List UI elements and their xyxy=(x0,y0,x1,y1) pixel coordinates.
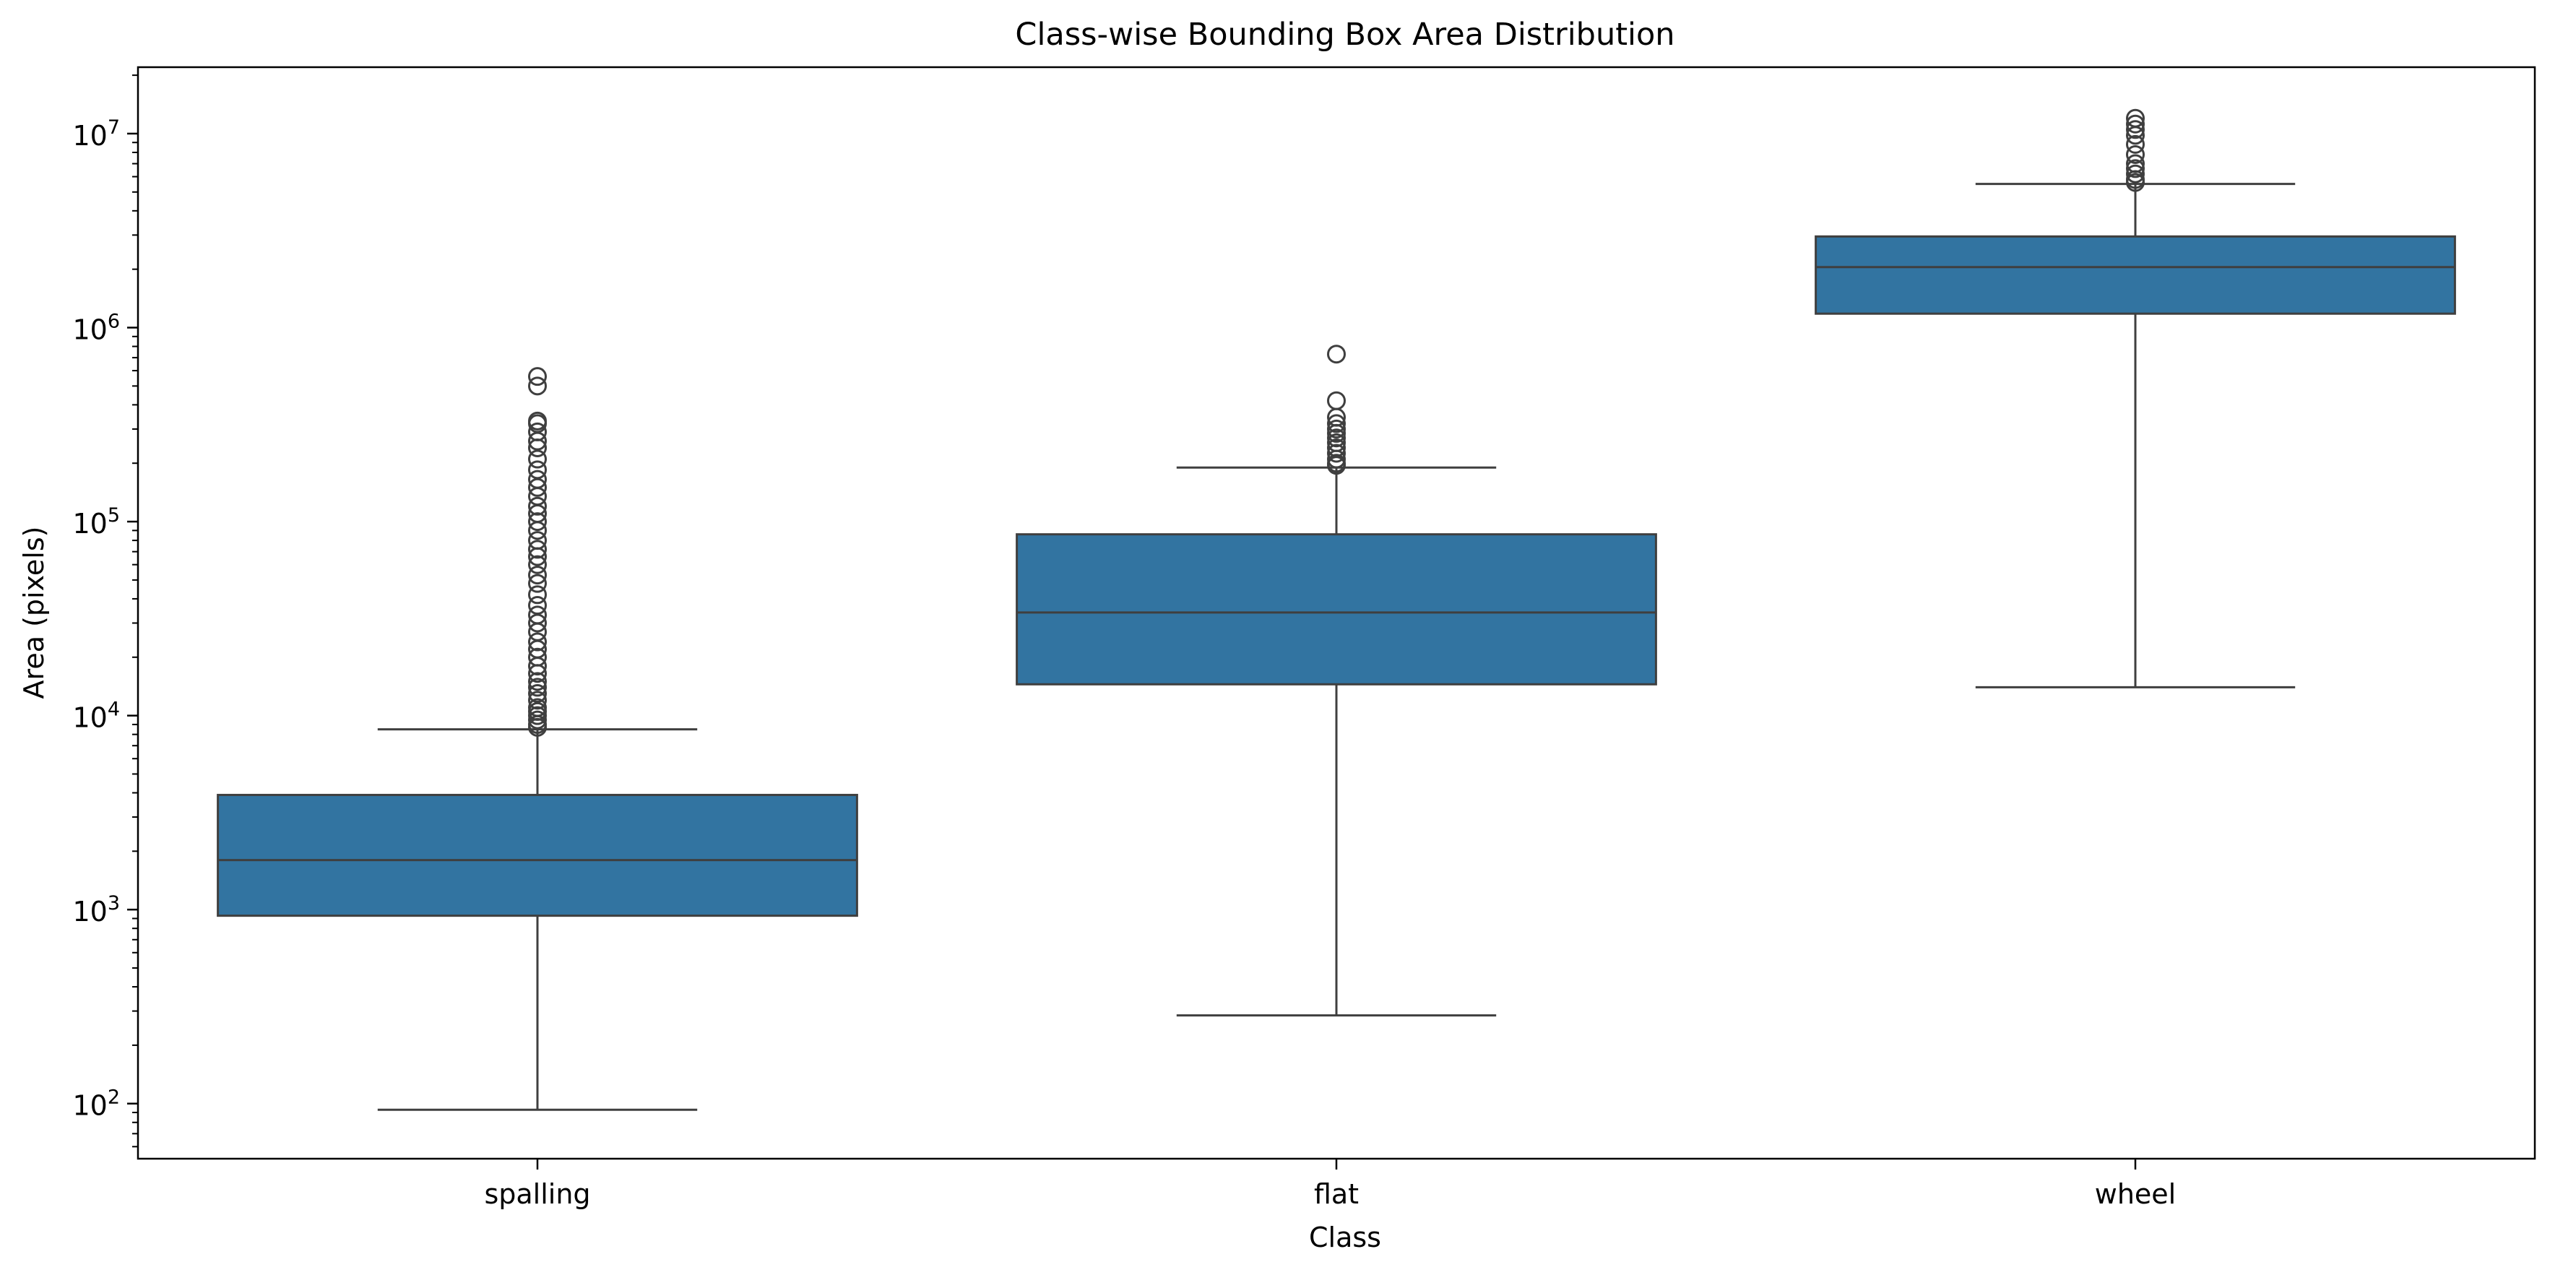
outlier-point xyxy=(1327,391,1346,410)
outlier-point xyxy=(528,698,547,717)
y-axis-label: Area (pixels) xyxy=(18,527,50,699)
y-tick-label: 104 xyxy=(72,699,120,734)
plot-area xyxy=(217,108,2456,1111)
iqr-box xyxy=(1815,235,2456,315)
y-tick-label: 107 xyxy=(72,116,120,152)
y-tick-label: 106 xyxy=(72,311,120,346)
outlier-point xyxy=(1327,345,1346,364)
outlier-point xyxy=(1327,433,1346,452)
outlier-point xyxy=(2126,120,2145,139)
outlier-point xyxy=(2126,144,2145,164)
box-wheel xyxy=(1815,108,2456,688)
iqr-box xyxy=(1016,533,1657,686)
outlier-point xyxy=(528,647,547,667)
outlier-point xyxy=(528,531,547,550)
y-tick-label: 103 xyxy=(72,892,120,928)
outlier-point xyxy=(2126,164,2145,183)
outlier-point xyxy=(1327,419,1346,438)
x-tick-label: wheel xyxy=(2095,1178,2176,1210)
outlier-point xyxy=(528,678,547,697)
outlier-point xyxy=(2126,154,2145,173)
outlier-point xyxy=(528,512,547,532)
outlier-point xyxy=(528,555,547,574)
outlier-point xyxy=(1327,438,1346,457)
outlier-point xyxy=(528,496,547,516)
y-axis: 102 103 104 105 106 107 xyxy=(72,74,138,1148)
outlier-point xyxy=(1327,414,1346,433)
outlier-point xyxy=(2126,114,2145,134)
x-tick-label: flat xyxy=(1314,1178,1359,1210)
box-spalling xyxy=(217,367,858,1111)
x-axis: spalling flat wheel xyxy=(484,1159,2176,1210)
outlier-point xyxy=(528,596,547,615)
iqr-box xyxy=(217,793,858,917)
outlier-point xyxy=(528,574,547,593)
outlier-point xyxy=(528,605,547,625)
outlier-point xyxy=(2126,159,2145,178)
chart-title: Class-wise Bounding Box Area Distributio… xyxy=(1015,17,1674,53)
outlier-point xyxy=(528,470,547,489)
outlier-point xyxy=(1327,428,1346,448)
x-tick-label: spalling xyxy=(484,1178,590,1210)
outlier-point xyxy=(528,566,547,585)
outlier-point xyxy=(1327,444,1346,463)
outlier-point xyxy=(528,684,547,704)
outlier-point xyxy=(528,672,547,691)
outlier-point xyxy=(528,376,547,396)
outlier-point xyxy=(528,367,547,386)
outlier-point xyxy=(528,411,547,431)
x-axis-label: Class xyxy=(1309,1222,1381,1253)
y-tick-label: 105 xyxy=(72,504,120,540)
outlier-point xyxy=(528,460,547,480)
box-flat xyxy=(1016,345,1657,1017)
outlier-point xyxy=(528,449,547,469)
outlier-point xyxy=(528,585,547,605)
outlier-point xyxy=(2126,108,2145,128)
outlier-point xyxy=(528,540,547,559)
y-tick-label: 102 xyxy=(72,1086,120,1122)
outlier-point xyxy=(528,422,547,441)
outlier-point xyxy=(528,632,547,652)
outlier-point xyxy=(2126,134,2145,154)
outlier-point xyxy=(528,691,547,710)
